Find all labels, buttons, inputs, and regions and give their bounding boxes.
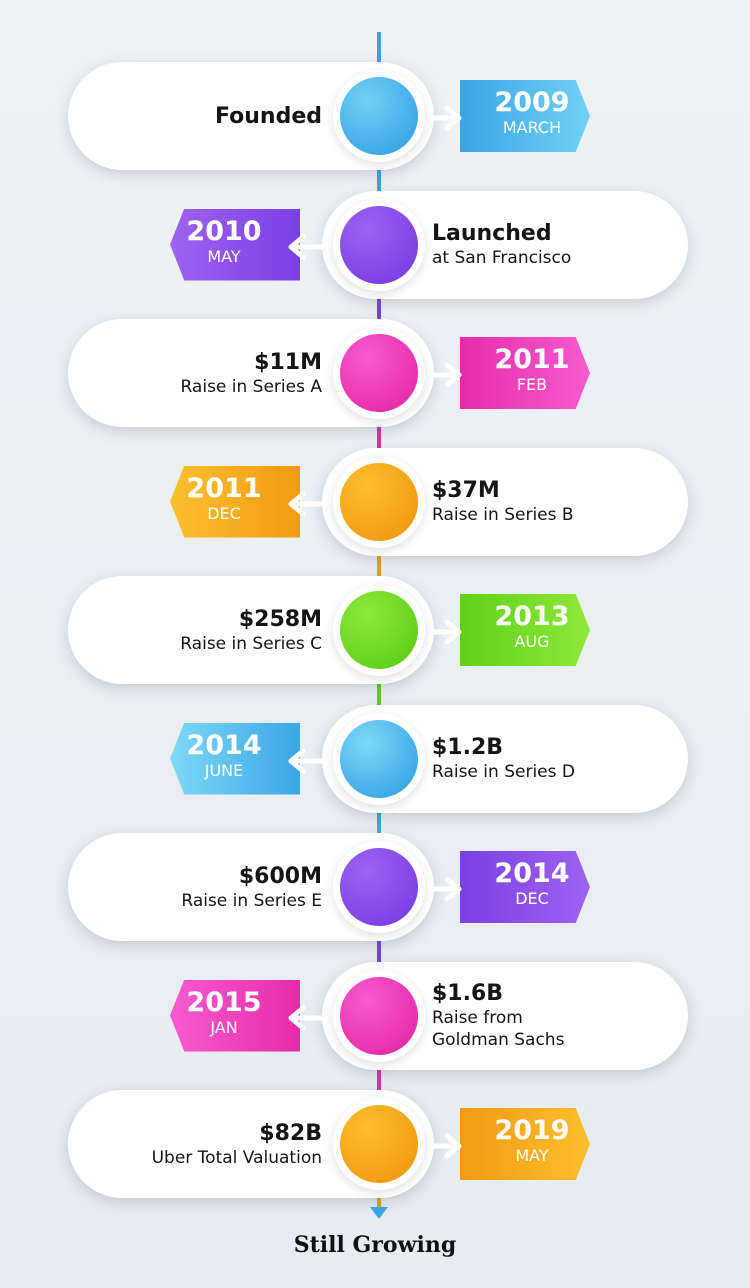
milestone-text: $82B Uber Total Valuation <box>152 1090 322 1198</box>
milestone-title: $11M <box>254 349 322 375</box>
milestone-subtitle: Raise in Series B <box>432 505 574 525</box>
milestone-title: Launched <box>432 221 552 246</box>
timeline-node <box>340 77 418 155</box>
milestone-subtitle: Raise in Series C <box>180 633 322 654</box>
date-tag-month: AUG <box>514 632 550 651</box>
date-tag-year: 2011 <box>186 472 262 504</box>
milestone-title: $1.2B <box>432 735 504 760</box>
date-tag-year: 2014 <box>494 858 570 889</box>
date-tag-month: MARCH <box>502 118 562 137</box>
milestone-subtitle: Uber Total Valuation <box>151 1147 322 1168</box>
date-tag-year: 2019 <box>494 1115 570 1146</box>
date-tag-month: MAY <box>207 246 241 266</box>
date-tag: 2015 JAN <box>170 979 300 1052</box>
timeline-node <box>340 719 418 798</box>
timeline-node <box>340 462 418 541</box>
date-tag-month: DEC <box>515 889 549 908</box>
date-tag-month: JUNE <box>204 760 244 780</box>
milestone-title: Founded <box>215 103 322 129</box>
date-tag: 2014 DEC <box>460 851 590 923</box>
date-tag-year: 2009 <box>494 87 570 118</box>
milestone-text: $1.2B Raise in Series D <box>432 705 575 813</box>
milestone-text: $37M Raise in Series B <box>432 448 574 556</box>
milestone-subtitle: Raise from <box>432 1008 523 1028</box>
date-tag: 2013 AUG <box>460 594 590 666</box>
milestone-title: $37M <box>432 478 500 503</box>
date-tag-month: DEC <box>207 503 241 523</box>
date-tag-year: 2013 <box>494 601 570 632</box>
milestone-title: $82B <box>259 1120 322 1146</box>
milestone-subtitle: Raise in Series E <box>181 890 322 911</box>
milestone-text: $1.6B Raise from Goldman Sachs <box>432 962 564 1070</box>
milestone-text: Founded <box>215 62 322 170</box>
date-tag: 2010 MAY <box>170 208 300 281</box>
date-tag-year: 2014 <box>186 729 262 761</box>
date-tag-year: 2011 <box>494 344 570 375</box>
milestone-subtitle: Goldman Sachs <box>432 1030 565 1050</box>
date-tag-month: FEB <box>516 375 548 394</box>
date-tag: 2009 MARCH <box>460 80 590 152</box>
date-tag-month: JAN <box>210 1017 238 1037</box>
timeline-node <box>340 1105 418 1183</box>
milestone-text: $258M Raise in Series C <box>180 576 322 684</box>
date-tag: 2014 JUNE <box>170 722 300 795</box>
timeline-node <box>340 334 418 412</box>
date-tag: 2019 MAY <box>460 1108 590 1180</box>
date-tag-year: 2015 <box>186 986 262 1018</box>
date-tag: 2011 FEB <box>460 337 590 409</box>
date-tag-year: 2010 <box>186 215 262 247</box>
milestone-title: $1.6B <box>432 981 504 1006</box>
timeline-node <box>340 848 418 926</box>
timeline-node <box>340 205 418 284</box>
milestone-title: $258M <box>238 606 322 632</box>
milestone-text: $11M Raise in Series A <box>180 319 322 427</box>
timeline-spine-segment <box>377 32 381 72</box>
milestone-text: $600M Raise in Series E <box>181 833 322 941</box>
date-tag-month: MAY <box>515 1146 549 1165</box>
milestone-text: Launched at San Francisco <box>432 191 571 299</box>
milestone-title: $600M <box>238 863 322 889</box>
milestone-subtitle: Raise in Series D <box>432 762 575 782</box>
date-tag: 2011 DEC <box>170 465 300 538</box>
arrow-down-icon <box>370 1207 388 1219</box>
timeline-node <box>340 976 418 1055</box>
milestone-subtitle: at San Francisco <box>432 248 572 268</box>
timeline-node <box>340 591 418 669</box>
milestone-subtitle: Raise in Series A <box>180 376 322 397</box>
footer-text: Still Growing <box>293 1232 457 1258</box>
